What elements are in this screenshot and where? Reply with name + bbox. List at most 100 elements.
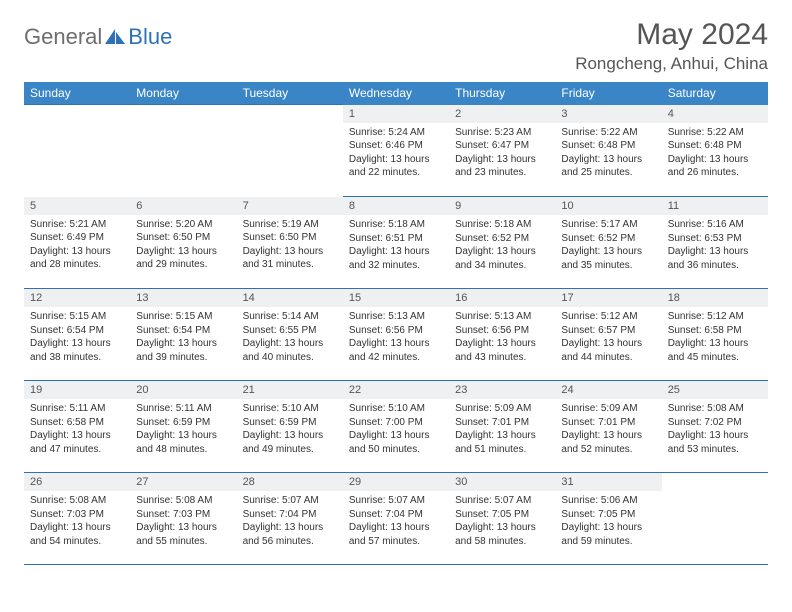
weekday-header: Friday (555, 82, 661, 105)
day-number: 11 (662, 197, 768, 215)
day-number: 4 (662, 105, 768, 123)
day-number: 25 (662, 381, 768, 399)
header: General Blue May 2024 Rongcheng, Anhui, … (24, 18, 768, 74)
day-details: Sunrise: 5:13 AMSunset: 6:56 PMDaylight:… (343, 307, 449, 368)
calendar-body: 1Sunrise: 5:24 AMSunset: 6:46 PMDaylight… (24, 105, 768, 565)
day-cell: 9Sunrise: 5:18 AMSunset: 6:52 PMDaylight… (449, 197, 555, 289)
day-details: Sunrise: 5:06 AMSunset: 7:05 PMDaylight:… (555, 491, 661, 552)
calendar-week: 1Sunrise: 5:24 AMSunset: 6:46 PMDaylight… (24, 105, 768, 197)
day-details: Sunrise: 5:15 AMSunset: 6:54 PMDaylight:… (24, 307, 130, 368)
day-details: Sunrise: 5:16 AMSunset: 6:53 PMDaylight:… (662, 215, 768, 276)
day-details: Sunrise: 5:17 AMSunset: 6:52 PMDaylight:… (555, 215, 661, 276)
day-details: Sunrise: 5:10 AMSunset: 7:00 PMDaylight:… (343, 399, 449, 460)
day-number: 7 (237, 197, 343, 215)
day-number: 17 (555, 289, 661, 307)
day-cell: 14Sunrise: 5:14 AMSunset: 6:55 PMDayligh… (237, 289, 343, 381)
weekday-header: Wednesday (343, 82, 449, 105)
day-details: Sunrise: 5:19 AMSunset: 6:50 PMDaylight:… (237, 215, 343, 276)
day-number: 9 (449, 197, 555, 215)
day-details: Sunrise: 5:10 AMSunset: 6:59 PMDaylight:… (237, 399, 343, 460)
weekday-header: Sunday (24, 82, 130, 105)
day-details: Sunrise: 5:09 AMSunset: 7:01 PMDaylight:… (449, 399, 555, 460)
day-cell: 1Sunrise: 5:24 AMSunset: 6:46 PMDaylight… (343, 105, 449, 197)
day-cell: 31Sunrise: 5:06 AMSunset: 7:05 PMDayligh… (555, 473, 661, 565)
day-cell: 19Sunrise: 5:11 AMSunset: 6:58 PMDayligh… (24, 381, 130, 473)
day-number: 28 (237, 473, 343, 491)
day-cell: 8Sunrise: 5:18 AMSunset: 6:51 PMDaylight… (343, 197, 449, 289)
day-details: Sunrise: 5:18 AMSunset: 6:52 PMDaylight:… (449, 215, 555, 276)
day-cell: 11Sunrise: 5:16 AMSunset: 6:53 PMDayligh… (662, 197, 768, 289)
day-details: Sunrise: 5:13 AMSunset: 6:56 PMDaylight:… (449, 307, 555, 368)
weekday-header: Saturday (662, 82, 768, 105)
day-cell: 25Sunrise: 5:08 AMSunset: 7:02 PMDayligh… (662, 381, 768, 473)
day-cell: 23Sunrise: 5:09 AMSunset: 7:01 PMDayligh… (449, 381, 555, 473)
calendar-week: 12Sunrise: 5:15 AMSunset: 6:54 PMDayligh… (24, 289, 768, 381)
day-number: 31 (555, 473, 661, 491)
day-number: 30 (449, 473, 555, 491)
day-number: 2 (449, 105, 555, 123)
day-details: Sunrise: 5:09 AMSunset: 7:01 PMDaylight:… (555, 399, 661, 460)
logo-sail-icon (104, 28, 126, 46)
day-cell: 20Sunrise: 5:11 AMSunset: 6:59 PMDayligh… (130, 381, 236, 473)
calendar-week: 5Sunrise: 5:21 AMSunset: 6:49 PMDaylight… (24, 197, 768, 289)
day-number: 23 (449, 381, 555, 399)
day-cell: 3Sunrise: 5:22 AMSunset: 6:48 PMDaylight… (555, 105, 661, 197)
calendar-table: Sunday Monday Tuesday Wednesday Thursday… (24, 82, 768, 565)
day-number: 20 (130, 381, 236, 399)
day-cell: 16Sunrise: 5:13 AMSunset: 6:56 PMDayligh… (449, 289, 555, 381)
day-number: 18 (662, 289, 768, 307)
day-cell: 15Sunrise: 5:13 AMSunset: 6:56 PMDayligh… (343, 289, 449, 381)
empty-cell (237, 105, 343, 197)
day-number: 19 (24, 381, 130, 399)
day-details: Sunrise: 5:20 AMSunset: 6:50 PMDaylight:… (130, 215, 236, 276)
day-cell: 6Sunrise: 5:20 AMSunset: 6:50 PMDaylight… (130, 197, 236, 289)
location: Rongcheng, Anhui, China (575, 54, 768, 74)
day-details: Sunrise: 5:15 AMSunset: 6:54 PMDaylight:… (130, 307, 236, 368)
day-cell: 18Sunrise: 5:12 AMSunset: 6:58 PMDayligh… (662, 289, 768, 381)
day-number: 12 (24, 289, 130, 307)
day-details: Sunrise: 5:21 AMSunset: 6:49 PMDaylight:… (24, 215, 130, 276)
empty-cell (662, 473, 768, 565)
empty-cell (24, 105, 130, 197)
day-details: Sunrise: 5:08 AMSunset: 7:02 PMDaylight:… (662, 399, 768, 460)
day-cell: 28Sunrise: 5:07 AMSunset: 7:04 PMDayligh… (237, 473, 343, 565)
day-details: Sunrise: 5:12 AMSunset: 6:58 PMDaylight:… (662, 307, 768, 368)
day-cell: 4Sunrise: 5:22 AMSunset: 6:48 PMDaylight… (662, 105, 768, 197)
weekday-header: Thursday (449, 82, 555, 105)
day-cell: 17Sunrise: 5:12 AMSunset: 6:57 PMDayligh… (555, 289, 661, 381)
day-cell: 30Sunrise: 5:07 AMSunset: 7:05 PMDayligh… (449, 473, 555, 565)
day-number: 6 (130, 197, 236, 215)
day-cell: 27Sunrise: 5:08 AMSunset: 7:03 PMDayligh… (130, 473, 236, 565)
day-details: Sunrise: 5:23 AMSunset: 6:47 PMDaylight:… (449, 123, 555, 184)
weekday-header: Monday (130, 82, 236, 105)
day-number: 5 (24, 197, 130, 215)
calendar-week: 19Sunrise: 5:11 AMSunset: 6:58 PMDayligh… (24, 381, 768, 473)
day-number: 1 (343, 105, 449, 123)
day-number: 21 (237, 381, 343, 399)
day-details: Sunrise: 5:07 AMSunset: 7:05 PMDaylight:… (449, 491, 555, 552)
day-details: Sunrise: 5:22 AMSunset: 6:48 PMDaylight:… (555, 123, 661, 184)
calendar-week: 26Sunrise: 5:08 AMSunset: 7:03 PMDayligh… (24, 473, 768, 565)
logo-text-blue: Blue (128, 24, 172, 50)
day-cell: 21Sunrise: 5:10 AMSunset: 6:59 PMDayligh… (237, 381, 343, 473)
day-details: Sunrise: 5:18 AMSunset: 6:51 PMDaylight:… (343, 215, 449, 276)
day-number: 24 (555, 381, 661, 399)
empty-cell (130, 105, 236, 197)
day-cell: 13Sunrise: 5:15 AMSunset: 6:54 PMDayligh… (130, 289, 236, 381)
day-number: 27 (130, 473, 236, 491)
day-cell: 7Sunrise: 5:19 AMSunset: 6:50 PMDaylight… (237, 197, 343, 289)
weekday-header: Tuesday (237, 82, 343, 105)
day-cell: 12Sunrise: 5:15 AMSunset: 6:54 PMDayligh… (24, 289, 130, 381)
day-number: 10 (555, 197, 661, 215)
day-number: 14 (237, 289, 343, 307)
day-cell: 2Sunrise: 5:23 AMSunset: 6:47 PMDaylight… (449, 105, 555, 197)
month-title: May 2024 (575, 18, 768, 52)
day-cell: 26Sunrise: 5:08 AMSunset: 7:03 PMDayligh… (24, 473, 130, 565)
weekday-row: Sunday Monday Tuesday Wednesday Thursday… (24, 82, 768, 105)
day-details: Sunrise: 5:24 AMSunset: 6:46 PMDaylight:… (343, 123, 449, 184)
day-cell: 10Sunrise: 5:17 AMSunset: 6:52 PMDayligh… (555, 197, 661, 289)
day-details: Sunrise: 5:07 AMSunset: 7:04 PMDaylight:… (343, 491, 449, 552)
day-number: 26 (24, 473, 130, 491)
day-details: Sunrise: 5:08 AMSunset: 7:03 PMDaylight:… (24, 491, 130, 552)
day-cell: 5Sunrise: 5:21 AMSunset: 6:49 PMDaylight… (24, 197, 130, 289)
